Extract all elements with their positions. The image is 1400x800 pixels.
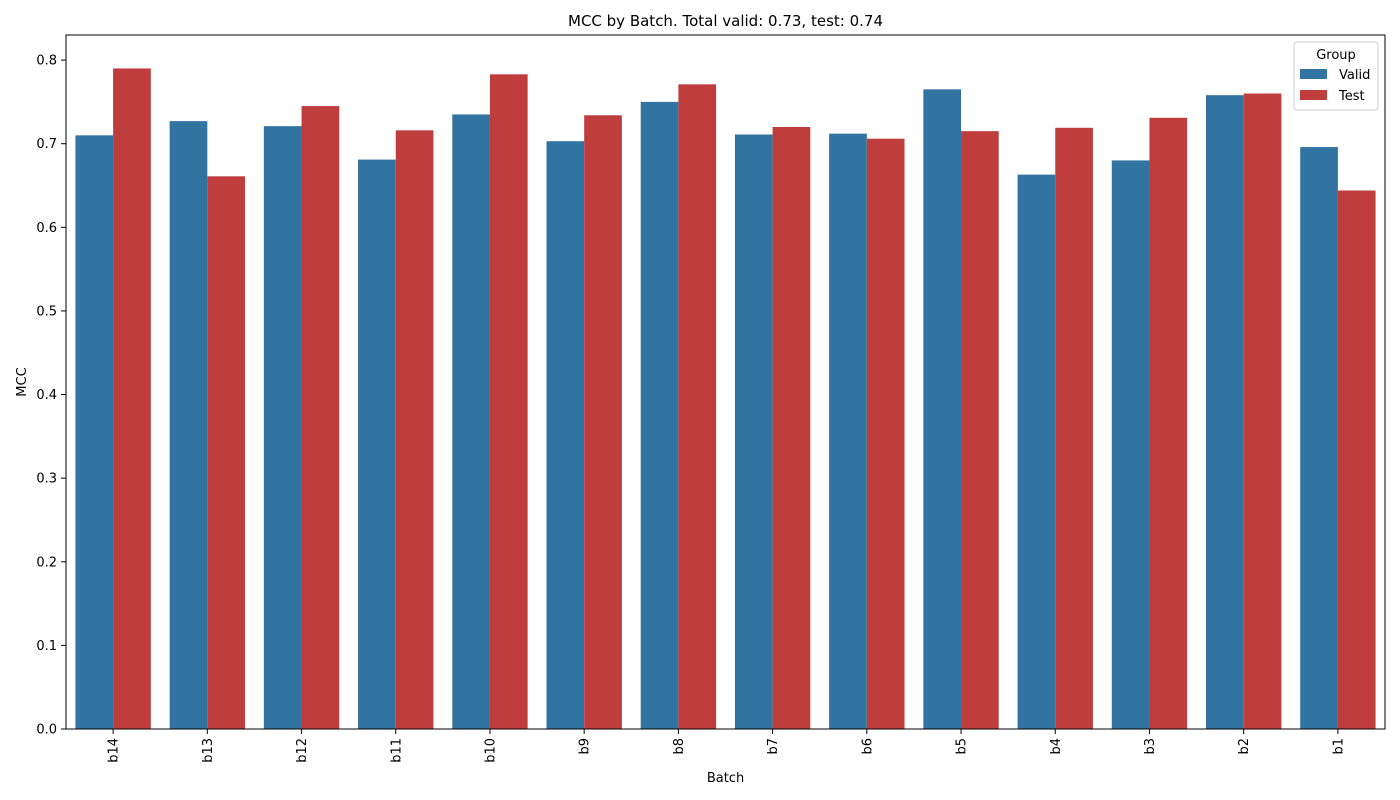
bar-valid-b1 [1300,147,1338,729]
legend-swatch-test [1300,90,1327,100]
bar-test-b13 [207,176,246,729]
bar-test-b7 [772,126,811,730]
bar-valid-b14 [75,135,114,730]
y-tick-label: 0.2 [36,555,57,570]
y-tick-label: 0.8 [36,54,57,69]
legend-label-valid: Valid [1339,68,1370,83]
bar-valid-b12 [263,126,302,729]
x-tick-label: b4 [1049,738,1064,755]
bar-valid-b9 [546,141,585,729]
bar-test-b8 [678,84,717,730]
legend-label-test: Test [1338,89,1365,104]
bar-valid-b2 [1205,95,1244,730]
bar-valid-b13 [169,121,208,729]
bar-test-b10 [489,74,528,729]
y-tick-label: 0.0 [36,723,57,738]
x-tick-label: b1 [1331,738,1346,755]
bar-test-b4 [1055,127,1093,729]
bar-test-b11 [395,130,434,729]
x-tick-label: b12 [295,738,310,763]
bar-test-b2 [1243,93,1282,729]
bar-valid-b8 [640,101,679,730]
bar-valid-b7 [734,134,773,729]
x-tick-label: b2 [1237,738,1252,755]
x-tick-label: b11 [389,738,404,763]
bar-valid-b11 [358,159,396,729]
bar-test-b12 [301,106,340,730]
bar-valid-b6 [829,133,867,730]
x-tick-label: b7 [766,738,781,755]
y-tick-label: 0.3 [36,472,57,487]
y-axis: 0.0 0.1 0.2 0.3 0.4 0.5 0.6 0.7 0.8 [36,54,66,738]
x-tick-label: b13 [201,738,216,763]
legend-title: Group [1316,48,1356,63]
x-tick-label: b3 [1143,738,1158,755]
x-axis: b14 b13 b12 b11 b10 b9 b8 b7 b6 b5 b4 b3 b2 b1 [107,729,1346,763]
bar-test-b1 [1337,190,1376,729]
bar-test-b14 [113,68,151,729]
plot-frame [65,34,1386,730]
y-tick-label: 0.6 [36,221,57,236]
bar-test-b3 [1149,117,1188,729]
x-tick-label: b10 [483,738,498,763]
y-axis-label: MCC [15,367,30,396]
bar-valid-b4 [1017,174,1056,730]
bar-test-b5 [961,131,999,730]
legend-swatch-valid [1300,69,1327,79]
bars-group [75,68,1376,730]
x-tick-label: b8 [672,738,687,755]
x-tick-label: b14 [107,738,122,763]
bar-test-b9 [584,115,622,729]
x-tick-label: b9 [578,738,593,755]
y-tick-label: 0.5 [36,304,57,319]
bar-valid-b3 [1111,160,1150,729]
x-axis-label: Batch [707,771,744,786]
legend: Group Valid Test [1293,41,1379,111]
bar-valid-b10 [452,114,490,730]
y-tick-label: 0.1 [36,639,57,654]
y-tick-label: 0.7 [36,137,57,152]
bar-valid-b5 [923,89,962,730]
x-tick-label: b6 [860,738,875,755]
bar-test-b6 [866,138,905,729]
x-tick-label: b5 [955,738,970,755]
y-tick-label: 0.4 [36,388,57,403]
chart-title: MCC by Batch. Total valid: 0.73, test: 0… [568,12,883,30]
